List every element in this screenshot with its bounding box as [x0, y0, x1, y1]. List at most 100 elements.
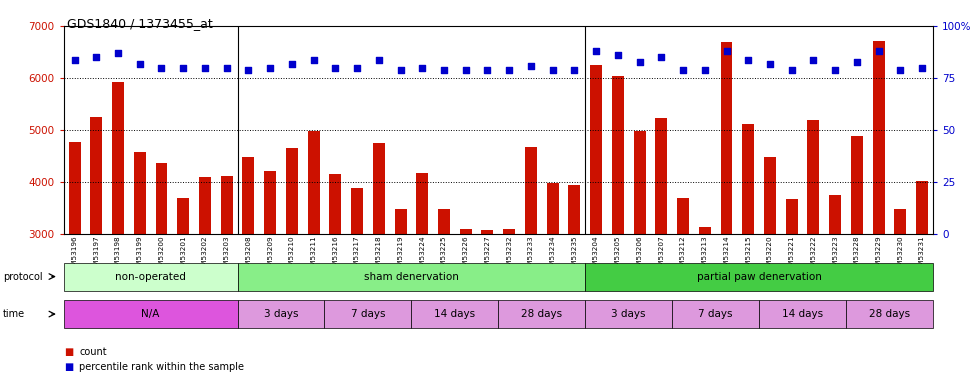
- Bar: [612, 76, 624, 234]
- Bar: [438, 209, 450, 234]
- Text: 28 days: 28 days: [869, 309, 910, 319]
- Bar: [395, 209, 407, 234]
- Point: [523, 63, 539, 69]
- Bar: [177, 198, 189, 234]
- Point: [263, 65, 278, 71]
- Point: [784, 67, 800, 73]
- Bar: [220, 176, 232, 234]
- Point: [110, 50, 125, 56]
- Bar: [265, 171, 276, 234]
- Bar: [308, 131, 319, 234]
- Bar: [503, 229, 515, 234]
- Text: sham denervation: sham denervation: [364, 272, 459, 282]
- Bar: [672, 300, 760, 328]
- Bar: [786, 199, 798, 234]
- Point: [132, 61, 148, 67]
- Bar: [590, 65, 602, 234]
- Bar: [329, 174, 341, 234]
- Text: 3 days: 3 days: [612, 309, 646, 319]
- Bar: [134, 152, 146, 234]
- Bar: [568, 185, 580, 234]
- Bar: [872, 41, 885, 234]
- Text: 14 days: 14 days: [434, 309, 475, 319]
- Bar: [808, 120, 819, 234]
- Bar: [156, 163, 168, 234]
- Bar: [69, 142, 80, 234]
- Bar: [460, 229, 471, 234]
- Point: [175, 65, 191, 71]
- Point: [654, 54, 669, 60]
- Point: [827, 67, 843, 73]
- Point: [479, 67, 495, 73]
- Text: partial paw denervation: partial paw denervation: [697, 272, 821, 282]
- Point: [154, 65, 170, 71]
- Bar: [525, 147, 537, 234]
- Point: [67, 57, 82, 63]
- Bar: [112, 82, 124, 234]
- Text: N/A: N/A: [141, 309, 160, 319]
- Bar: [547, 183, 559, 234]
- Point: [502, 67, 517, 73]
- Bar: [760, 300, 846, 328]
- Bar: [416, 173, 428, 234]
- Bar: [634, 131, 646, 234]
- Text: protocol: protocol: [3, 272, 42, 282]
- Point: [806, 57, 821, 63]
- Point: [762, 61, 778, 67]
- Bar: [372, 143, 385, 234]
- Bar: [895, 209, 906, 234]
- Point: [306, 57, 321, 63]
- Point: [849, 58, 864, 64]
- Point: [741, 57, 757, 63]
- Point: [893, 67, 908, 73]
- Bar: [237, 262, 585, 291]
- Bar: [64, 262, 237, 291]
- Bar: [764, 158, 776, 234]
- Point: [197, 65, 213, 71]
- Point: [284, 61, 300, 67]
- Text: ■: ■: [64, 362, 73, 372]
- Text: percentile rank within the sample: percentile rank within the sample: [79, 362, 244, 372]
- Point: [219, 65, 234, 71]
- Text: 14 days: 14 days: [782, 309, 823, 319]
- Text: ■: ■: [64, 347, 73, 357]
- Point: [632, 58, 648, 64]
- Bar: [699, 226, 710, 234]
- Bar: [90, 117, 102, 234]
- Bar: [829, 195, 841, 234]
- Bar: [412, 300, 498, 328]
- Bar: [585, 262, 933, 291]
- Bar: [237, 300, 324, 328]
- Bar: [916, 181, 928, 234]
- Point: [697, 67, 712, 73]
- Bar: [286, 148, 298, 234]
- Point: [349, 65, 365, 71]
- Text: GDS1840 / 1373455_at: GDS1840 / 1373455_at: [67, 17, 213, 30]
- Bar: [846, 300, 933, 328]
- Bar: [324, 300, 412, 328]
- Bar: [498, 300, 585, 328]
- Point: [545, 67, 561, 73]
- Point: [871, 48, 887, 54]
- Text: non-operated: non-operated: [116, 272, 186, 282]
- Point: [393, 67, 409, 73]
- Bar: [199, 177, 211, 234]
- Point: [327, 65, 343, 71]
- Bar: [742, 123, 755, 234]
- Bar: [481, 230, 494, 234]
- Point: [588, 48, 604, 54]
- Point: [88, 54, 104, 60]
- Text: 7 days: 7 days: [699, 309, 733, 319]
- Text: 7 days: 7 days: [351, 309, 385, 319]
- Point: [566, 67, 582, 73]
- Point: [610, 53, 625, 58]
- Point: [371, 57, 387, 63]
- Bar: [351, 188, 363, 234]
- Point: [718, 48, 734, 54]
- Bar: [677, 198, 689, 234]
- Text: time: time: [3, 309, 25, 319]
- Point: [240, 67, 256, 73]
- Point: [675, 67, 691, 73]
- Text: 3 days: 3 days: [264, 309, 298, 319]
- Point: [415, 65, 430, 71]
